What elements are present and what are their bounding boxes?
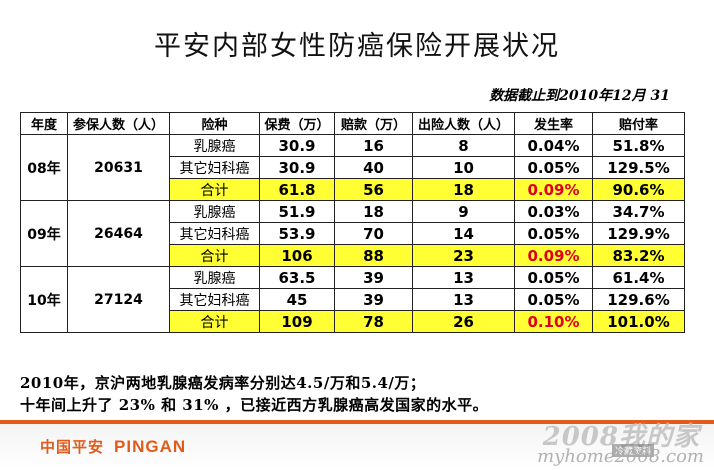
payout-cell: 129.6%	[592, 288, 685, 311]
type-cell: 其它妇科癌	[169, 222, 260, 245]
claims-cell: 18	[334, 200, 413, 223]
type-cell: 其它妇科癌	[169, 288, 260, 311]
payout-cell: 51.8%	[592, 134, 685, 157]
claims-cell: 56	[334, 178, 413, 201]
claims-cell: 16	[334, 134, 413, 157]
header-year: 年度	[20, 112, 68, 135]
pingan-logo: 中国平安 PINGAN	[40, 436, 186, 457]
incidence-cell: 0.05%	[514, 222, 593, 245]
note-line-1: 2010年，京沪两地乳腺癌发病率分别达4.5/万和5.4/万；	[20, 374, 426, 392]
incidence-cell: 0.09%	[514, 244, 593, 267]
header-premium: 保费（万）	[259, 112, 335, 135]
insured-cell: 27124	[67, 266, 170, 333]
claims-cell: 88	[334, 244, 413, 267]
cases-cell: 13	[412, 288, 515, 311]
table-row: 08年 20631 乳腺癌 30.9 16 8 0.04% 51.8%	[20, 134, 685, 201]
year-cell: 09年	[20, 200, 68, 267]
incidence-cell: 0.05%	[514, 156, 593, 179]
payout-cell: 34.7%	[592, 200, 685, 223]
insured-cell: 20631	[67, 134, 170, 201]
year-cell: 10年	[20, 266, 68, 333]
cases-cell: 23	[412, 244, 515, 267]
note-line-2: 十年间上升了 23% 和 31% ，已接近西方乳腺癌高发国家的水平。	[20, 396, 489, 414]
type-cell: 乳腺癌	[169, 134, 260, 157]
claims-cell: 70	[334, 222, 413, 245]
slide-title: 平安内部女性防癌保险开展状况	[154, 31, 560, 62]
payout-cell: 129.9%	[592, 222, 685, 245]
subtotal-row: 合计 61.8 56 18 0.09% 90.6%	[21, 178, 685, 201]
claims-cell: 40	[334, 156, 413, 179]
brand-name-en: PINGAN	[114, 436, 187, 456]
claims-cell: 39	[334, 266, 413, 289]
payout-cell: 90.6%	[592, 178, 685, 201]
year-cell: 08年	[20, 134, 68, 201]
insurance-data-table: 年度 参保人数（人） 险种 保费（万） 赔款（万） 出险人数（人） 发生率 赔付…	[20, 112, 685, 333]
cases-cell: 10	[412, 156, 515, 179]
payout-cell: 129.5%	[592, 156, 685, 179]
cases-cell: 8	[412, 134, 515, 157]
cases-cell: 13	[412, 266, 515, 289]
premium-cell: 51.9	[259, 200, 335, 223]
table-header-row: 年度 参保人数（人） 险种 保费（万） 赔款（万） 出险人数（人） 发生率 赔付…	[20, 112, 685, 135]
table-row: 其它妇科癌 53.9 70 14 0.05% 129.9%	[21, 222, 685, 245]
table-row: 其它妇科癌 30.9 40 10 0.05% 129.5%	[21, 156, 685, 179]
brand-name-cn: 中国平安	[40, 438, 105, 456]
header-cases: 出险人数（人）	[412, 112, 515, 135]
type-cell: 合计	[169, 310, 260, 333]
footer-bar: 中国平安 PINGAN 2008我的家 冷藏资料 myhome2008.com	[0, 420, 714, 470]
premium-cell: 30.9	[259, 156, 335, 179]
cases-cell: 26	[412, 310, 515, 333]
type-cell: 其它妇科癌	[169, 156, 260, 179]
cases-cell: 14	[412, 222, 515, 245]
incidence-cell: 0.05%	[514, 288, 593, 311]
table-row: 10年 27124 乳腺癌 63.5 39 13 0.05% 61.4%	[20, 266, 685, 333]
premium-cell: 61.8	[259, 178, 335, 201]
premium-cell: 53.9	[259, 222, 335, 245]
cases-cell: 9	[412, 200, 515, 223]
header-payout: 赔付率	[592, 112, 685, 135]
subtotal-row: 合计 106 88 23 0.09% 83.2%	[21, 244, 685, 267]
header-incidence: 发生率	[514, 112, 593, 135]
header-claims: 赔款（万）	[334, 112, 413, 135]
premium-cell: 63.5	[259, 266, 335, 289]
payout-cell: 101.0%	[592, 310, 685, 333]
incidence-cell: 0.09%	[514, 178, 593, 201]
type-cell: 合计	[169, 244, 260, 267]
header-type: 险种	[169, 112, 260, 135]
payout-cell: 61.4%	[592, 266, 685, 289]
premium-cell: 106	[259, 244, 335, 267]
premium-cell: 109	[259, 310, 335, 333]
insured-cell: 26464	[67, 200, 170, 267]
incidence-cell: 0.10%	[514, 310, 593, 333]
table-row: 09年 26464 乳腺癌 51.9 18 9 0.03% 34.7%	[20, 200, 685, 267]
cases-cell: 18	[412, 178, 515, 201]
incidence-cell: 0.05%	[514, 266, 593, 289]
header-insured: 参保人数（人）	[67, 112, 170, 135]
subtotal-row: 合计 109 78 26 0.10% 101.0%	[21, 310, 685, 333]
incidence-cell: 0.04%	[514, 134, 593, 157]
watermark-tag: 冷藏资料	[611, 444, 654, 457]
incidence-cell: 0.03%	[514, 200, 593, 223]
data-as-of-date: 数据截止到2010年12月 31	[489, 88, 670, 104]
type-cell: 乳腺癌	[169, 266, 260, 289]
payout-cell: 83.2%	[592, 244, 685, 267]
watermark-url: myhome2008.com	[537, 446, 704, 467]
type-cell: 合计	[169, 178, 260, 201]
type-cell: 乳腺癌	[169, 200, 260, 223]
claims-cell: 78	[334, 310, 413, 333]
summary-note: 2010年，京沪两地乳腺癌发病率分别达4.5/万和5.4/万； 十年间上升了 2…	[20, 372, 488, 416]
premium-cell: 30.9	[259, 134, 335, 157]
premium-cell: 45	[259, 288, 335, 311]
claims-cell: 39	[334, 288, 413, 311]
